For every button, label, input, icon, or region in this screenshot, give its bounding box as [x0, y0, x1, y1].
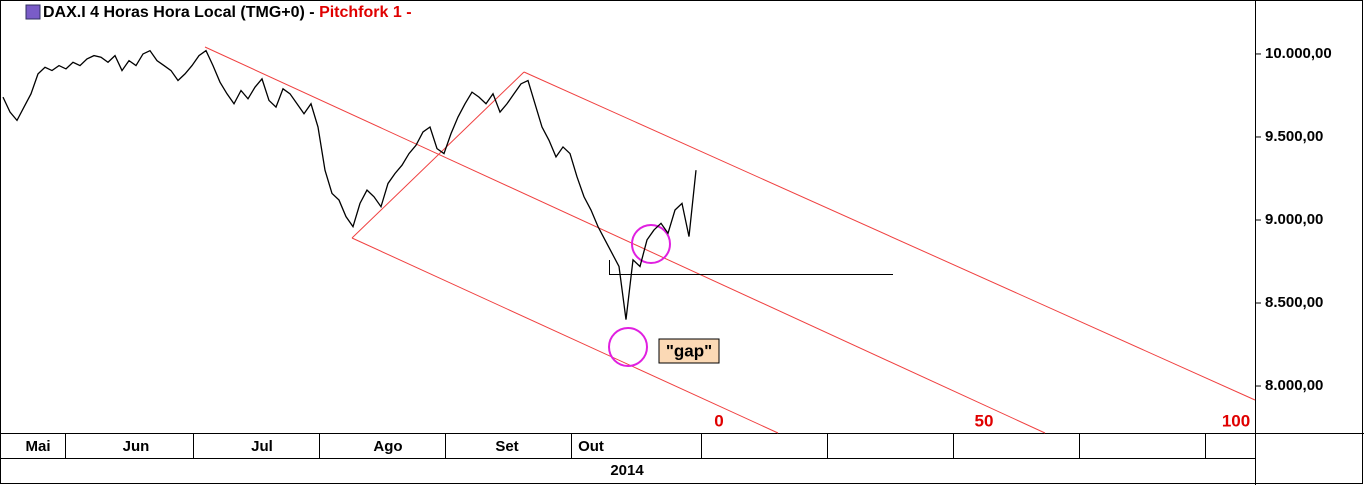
title: DAX.I 4 Horas Hora Local (TMG+0) -	[43, 4, 315, 21]
annotation-box	[658, 338, 720, 364]
y-tick-label: 10.000,00	[1265, 45, 1332, 62]
x-tick-label: Jun	[123, 438, 150, 455]
pitchfork-level: 100	[1222, 411, 1250, 430]
x-tick-label: Mai	[25, 438, 50, 455]
pitchfork-level: 0	[714, 411, 723, 430]
x-tick-label: Jul	[251, 438, 273, 455]
icon	[25, 4, 41, 20]
subtitle: Pitchfork 1 -	[319, 4, 411, 21]
y-tick-label: 9.000,00	[1265, 211, 1323, 228]
price-line	[2, 49, 697, 320]
month-separators	[65, 433, 1206, 458]
x-tick-label: Ago	[373, 438, 402, 455]
pitchfork-level: 50	[975, 411, 994, 430]
chart-title: DAX.I 4 Horas Hora Local (TMG+0) - Pitch…	[43, 4, 412, 21]
gap-circle	[608, 327, 648, 367]
y-tick-label: 8.500,00	[1265, 294, 1323, 311]
highlight-circle	[631, 224, 671, 264]
annotation: "gap"	[666, 341, 712, 360]
y-tick-label: 8.000,00	[1265, 377, 1323, 394]
year-label: 2014	[610, 462, 644, 479]
x-tick-label: Set	[495, 438, 518, 455]
support-line	[609, 260, 893, 275]
y-tick-label: 9.500,00	[1265, 128, 1323, 145]
x-tick-label: Out	[578, 438, 604, 455]
